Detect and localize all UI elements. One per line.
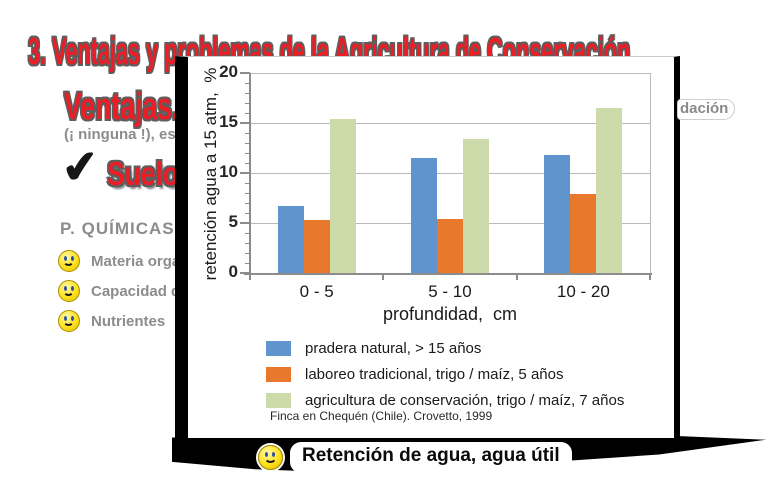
x-boundary-tick — [382, 275, 385, 280]
bar-series2-group1 — [463, 139, 489, 273]
y-tick-mark — [240, 72, 250, 74]
legend: pradera natural, > 15 años laboreo tradic… — [266, 340, 624, 409]
y-tick-label: 0 — [228, 262, 238, 281]
legend-label: pradera natural, > 15 años — [305, 340, 482, 357]
section-label-quimicas: P. QUÍMICAS — [60, 219, 175, 238]
footer-caption-text: Retención de agua, agua útil — [292, 444, 570, 471]
legend-swatch — [266, 341, 291, 356]
y-tick-mark — [240, 222, 250, 224]
y-minor-tick — [245, 92, 250, 94]
x-tick-label: 5 - 10 — [428, 282, 472, 301]
y-minor-tick — [245, 112, 250, 114]
bar-series1-group1 — [437, 219, 463, 273]
legend-item: pradera natural, > 15 años — [266, 340, 624, 357]
list-item-capacidad: Capacidad d — [58, 280, 180, 302]
y-axis-title: retención agua a 15 atm, % — [201, 67, 220, 281]
gridline — [250, 172, 650, 174]
bar-series0-group1 — [411, 158, 437, 273]
list-item-materia: Materia orgá — [58, 250, 180, 272]
x-tick-label: 0 - 5 — [299, 282, 334, 301]
gridline — [250, 122, 650, 124]
chart-plot: 0 5 10 15 20 0 - 5 5 - 10 10 - 20 — [188, 57, 674, 438]
footer-caption: Retención de agua, agua útil — [258, 444, 570, 471]
y-axis-line — [249, 73, 251, 275]
y-tick-label: 20 — [219, 62, 238, 81]
y-minor-tick — [245, 192, 250, 194]
y-tick-label: 15 — [219, 112, 238, 131]
suelo-item: ✔ Suelo — [59, 141, 197, 194]
smiley-icon — [58, 310, 80, 332]
x-boundary-tick — [515, 275, 518, 280]
bar-series0-group2 — [544, 155, 571, 273]
x-tick-label: 10 - 20 — [556, 282, 610, 301]
slide-note-ninguna: (¡ ninguna !), esp — [64, 126, 185, 143]
y-minor-tick — [245, 262, 250, 264]
y-minor-tick — [245, 202, 250, 204]
y-minor-tick — [245, 142, 250, 144]
legend-label: laboreo tradicional, trigo / maíz, 5 año… — [305, 366, 564, 383]
y-minor-tick — [245, 132, 250, 134]
y-minor-tick — [245, 182, 250, 184]
y-tick-mark — [240, 172, 250, 174]
x-boundary-tick — [249, 275, 251, 280]
y-tick-label: 5 — [228, 212, 238, 231]
y-minor-tick — [245, 152, 250, 154]
legend-item: agricultura de conservación, trigo / maí… — [266, 392, 624, 409]
y-tick-label: 10 — [219, 162, 238, 181]
chart-panel: 0 5 10 15 20 0 - 5 5 - 10 10 - 20 retención agu… — [175, 56, 680, 438]
legend-label: agricultura de conservación, trigo / maí… — [305, 392, 625, 409]
y-minor-tick — [245, 102, 250, 104]
bar-series2-group0 — [329, 119, 356, 273]
y-minor-tick — [245, 212, 250, 214]
x-boundary-tick — [649, 275, 651, 280]
bar-series1-group0 — [303, 220, 330, 273]
legend-item: laboreo tradicional, trigo / maíz, 5 año… — [266, 366, 624, 383]
y-tick-mark — [240, 122, 250, 124]
bar-series2-group2 — [596, 108, 623, 273]
plot-right-border — [650, 73, 651, 273]
smiley-icon — [258, 445, 283, 470]
smiley-icon — [58, 280, 80, 302]
x-axis-title: profundidad, cm — [382, 304, 518, 324]
y-minor-tick — [245, 242, 250, 244]
check-icon: ✔ — [59, 141, 102, 194]
smiley-icon — [58, 250, 80, 272]
source-note: Finca en Chequén (Chile). Crovetto, 1999 — [270, 409, 493, 423]
y-minor-tick — [245, 252, 250, 254]
bar-series1-group2 — [570, 194, 597, 273]
y-minor-tick — [245, 162, 250, 164]
legend-swatch — [266, 393, 291, 408]
y-minor-tick — [245, 232, 250, 234]
slide-title-line2: Ventajas. — [64, 86, 180, 128]
legend-swatch — [266, 367, 291, 382]
list-item-nutrientes: Nutrientes — [58, 310, 165, 332]
right-text-fragment: dación — [677, 99, 736, 120]
y-minor-tick — [245, 82, 250, 84]
suelo-label: Suelo — [106, 155, 179, 192]
x-axis-line — [244, 273, 652, 275]
gridline — [250, 72, 650, 74]
bar-series0-group0 — [277, 206, 304, 273]
